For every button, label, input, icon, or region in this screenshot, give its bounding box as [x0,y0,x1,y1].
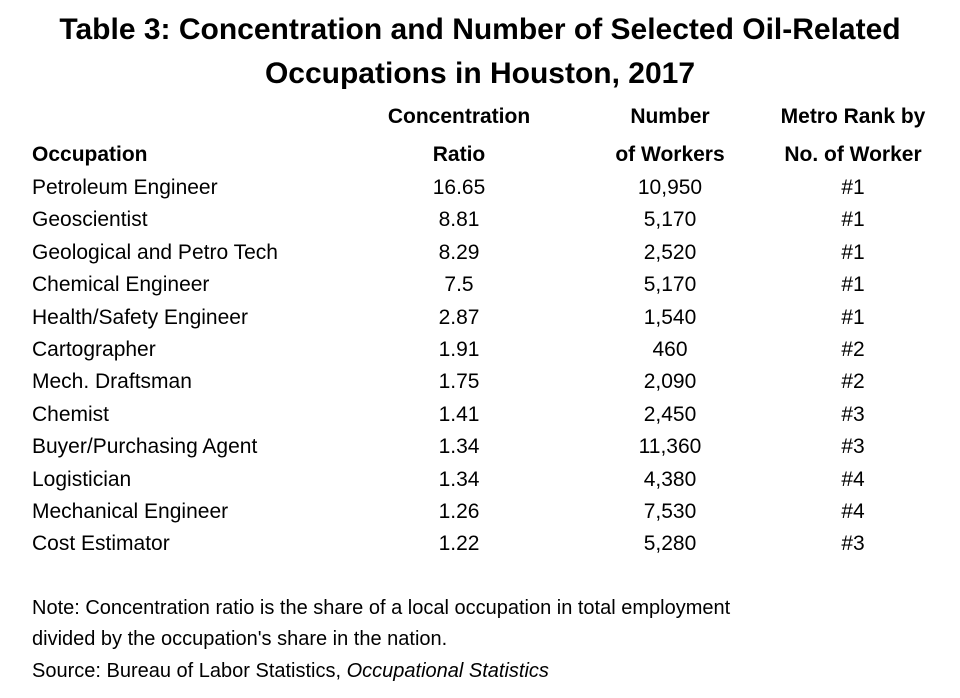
cell-ratio: 16.65 [432,176,486,199]
note-line-2: divided by the occupation's share in the… [32,628,448,650]
cell-number: 7,530 [643,500,697,523]
table-row: Cartographer 1.91 460 #2 [0,334,960,366]
header-number-line-1: Number [630,105,710,128]
cell-occupation: Petroleum Engineer [32,176,218,199]
cell-rank: #1 [841,273,865,297]
cell-number: 2,090 [643,370,697,394]
cell-occupation: Health/Safety Engineer [32,305,248,329]
cell-number: 2,520 [643,240,697,264]
cell-occupation: Mechanical Engineer [32,500,229,523]
cell-rank: #4 [841,467,865,491]
cell-rank: #2 [841,338,865,361]
source-title: Occupational Statistics [346,660,549,682]
cell-rank: #3 [841,435,865,459]
cell-rank: #3 [841,532,865,556]
table-row: Buyer/Purchasing Agent 1.34 11,360 #3 [0,431,960,463]
header-rank-line-1: Metro Rank by [780,105,926,128]
cell-ratio: 8.81 [438,208,480,232]
cell-number: 460 [652,338,688,361]
cell-ratio: 1.75 [438,370,480,394]
cell-ratio: 1.34 [438,435,480,459]
header-number-line-2: of Workers [615,143,725,166]
cell-rank: #2 [841,370,865,394]
table-row: Chemical Engineer 7.5 5,170 #1 [0,269,960,301]
cell-number: 5,280 [643,532,697,556]
cell-occupation: Cartographer [32,338,156,361]
cell-occupation: Buyer/Purchasing Agent [32,435,258,459]
table-row: Chemist 1.41 2,450 #3 [0,399,960,431]
note-line-1: Note: Concentration ratio is the share o… [32,597,731,619]
table-row: Mech. Draftsman 1.75 2,090 #2 [0,366,960,398]
cell-occupation: Chemical Engineer [32,273,210,297]
title-line-1: Table 3: Concentration and Number of Sel… [59,13,901,46]
cell-number: 10,950 [637,176,703,199]
table-row: Petroleum Engineer 16.65 10,950 #1 [0,172,960,204]
cell-number: 4,380 [643,467,697,491]
cell-occupation: Mech. Draftsman [32,370,192,394]
cell-occupation: Geoscientist [32,208,148,232]
title-line-2: Occupations in Houston, 2017 [264,57,696,90]
table-row: Logistician 1.34 4,380 #4 [0,464,960,496]
cell-ratio: 1.91 [438,338,480,361]
cell-occupation: Logistician [32,467,132,491]
cell-number: 1,540 [643,305,697,329]
source-prefix: Source: Bureau of Labor Statistics, [32,660,347,682]
cell-ratio: 1.22 [438,532,480,556]
table-row: Geoscientist 8.81 5,170 #1 [0,204,960,236]
table-row: Cost Estimator 1.22 5,280 #3 [0,528,960,560]
table-row: Geological and Petro Tech 8.29 2,520 #1 [0,237,960,269]
cell-rank: #4 [841,500,865,523]
header-rank-line-2: No. of Worker [784,143,922,166]
cell-number: 11,360 [638,435,702,459]
cell-ratio: 8.29 [438,240,480,264]
cell-rank: #1 [841,305,865,329]
cell-ratio: 7.5 [444,273,474,297]
source-line: Source: Bureau of Labor Statistics, Occu… [32,656,549,686]
cell-rank: #1 [841,240,865,264]
cell-ratio: 2.87 [438,305,480,329]
cell-ratio: 1.34 [438,467,480,491]
cell-rank: #3 [841,402,865,426]
cell-number: 5,170 [643,208,697,232]
cell-ratio: 1.26 [438,500,480,523]
cell-occupation: Geological and Petro Tech [32,240,278,264]
header-ratio-line-1: Concentration [387,105,531,128]
table-row: Mechanical Engineer 1.26 7,530 #4 [0,496,960,528]
cell-occupation: Cost Estimator [32,532,170,556]
table-row: Health/Safety Engineer 2.87 1,540 #1 [0,302,960,334]
header-ratio-line-2: Ratio [432,143,486,166]
cell-ratio: 1.41 [438,402,480,426]
header-occupation: Occupation [32,143,148,166]
cell-number: 5,170 [643,273,697,297]
cell-rank: #1 [841,208,865,232]
cell-occupation: Chemist [32,402,110,426]
cell-rank: #1 [841,176,865,199]
cell-number: 2,450 [643,402,697,426]
